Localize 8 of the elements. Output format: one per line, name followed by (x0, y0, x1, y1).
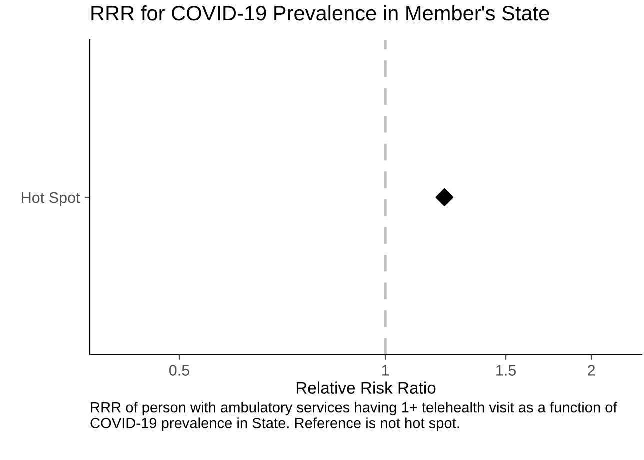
x-axis-title: Relative Risk Ratio (296, 382, 436, 394)
text: RRR of person with ambulatory services having 1+ telehealth visit as a function of COVID-19 prevalence in State. Reference is not hot spot. (90, 402, 618, 432)
y-tick-label: Hot Spot (22, 192, 80, 206)
x-tick-label: 0.5 (169, 365, 190, 376)
x-tick-label: 2 (588, 365, 596, 376)
chart-title: RRR for COVID-19 Prevalence in Member's State (92, 5, 550, 21)
x-tick-label: 1 (382, 365, 390, 376)
x-tick-label: 1.5 (496, 365, 516, 376)
